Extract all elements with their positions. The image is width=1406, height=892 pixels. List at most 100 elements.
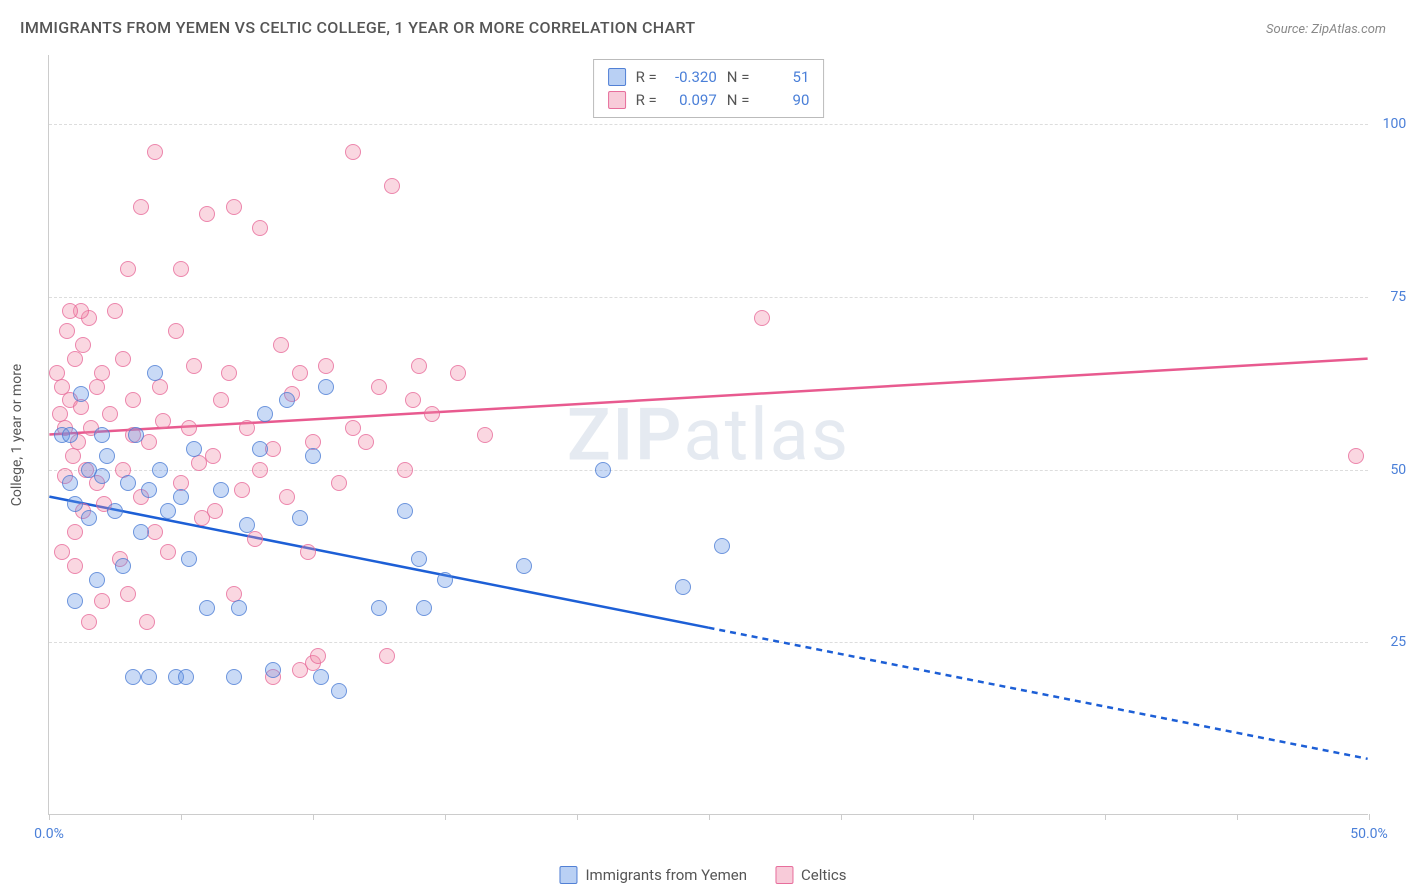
data-point xyxy=(173,489,189,505)
data-point xyxy=(345,144,361,160)
data-point xyxy=(411,551,427,567)
x-tick xyxy=(709,814,710,820)
data-point xyxy=(54,544,70,560)
data-point xyxy=(152,462,168,478)
data-point xyxy=(115,351,131,367)
x-tick xyxy=(973,814,974,820)
y-tick-label: 75.0% xyxy=(1373,289,1406,305)
data-point xyxy=(59,323,75,339)
data-point xyxy=(405,392,421,408)
data-point xyxy=(155,413,171,429)
data-point xyxy=(67,558,83,574)
data-point xyxy=(437,572,453,588)
data-point xyxy=(292,662,308,678)
data-point xyxy=(675,579,691,595)
data-point xyxy=(147,144,163,160)
data-point xyxy=(305,448,321,464)
swatch-pink-icon xyxy=(775,866,793,884)
data-point xyxy=(239,420,255,436)
x-tick xyxy=(1105,814,1106,820)
data-point xyxy=(595,462,611,478)
gridline-h xyxy=(49,124,1368,125)
n-label: N = xyxy=(727,89,750,112)
data-point xyxy=(379,648,395,664)
data-point xyxy=(186,358,202,374)
data-point xyxy=(279,392,295,408)
swatch-pink-icon xyxy=(608,91,626,109)
source-attribution: Source: ZipAtlas.com xyxy=(1266,22,1386,37)
data-point xyxy=(191,455,207,471)
data-point xyxy=(247,531,263,547)
data-point xyxy=(181,551,197,567)
data-point xyxy=(141,669,157,685)
data-point xyxy=(160,544,176,560)
data-point xyxy=(81,614,97,630)
data-point xyxy=(128,427,144,443)
data-point xyxy=(168,323,184,339)
data-point xyxy=(207,503,223,519)
data-point xyxy=(199,206,215,222)
swatch-blue-icon xyxy=(608,68,626,86)
data-point xyxy=(75,337,91,353)
data-point xyxy=(152,379,168,395)
data-point xyxy=(94,427,110,443)
data-point xyxy=(62,427,78,443)
data-point xyxy=(754,310,770,326)
data-point xyxy=(397,462,413,478)
data-point xyxy=(107,503,123,519)
legend-item-celtics: Celtics xyxy=(775,866,847,884)
data-point xyxy=(213,392,229,408)
n-label: N = xyxy=(727,66,750,89)
data-point xyxy=(186,441,202,457)
r-label: R = xyxy=(636,66,657,89)
legend-label-celtics: Celtics xyxy=(801,866,847,884)
data-point xyxy=(141,482,157,498)
data-point xyxy=(102,406,118,422)
data-point xyxy=(265,662,281,678)
data-point xyxy=(81,462,97,478)
data-point xyxy=(125,392,141,408)
data-point xyxy=(120,586,136,602)
x-tick xyxy=(313,814,314,820)
data-point xyxy=(73,386,89,402)
data-point xyxy=(416,600,432,616)
gridline-h xyxy=(49,470,1368,471)
data-point xyxy=(231,600,247,616)
data-point xyxy=(147,365,163,381)
data-point xyxy=(221,365,237,381)
data-point xyxy=(173,261,189,277)
data-point xyxy=(477,427,493,443)
data-point xyxy=(292,510,308,526)
data-point xyxy=(345,420,361,436)
data-point xyxy=(384,178,400,194)
data-point xyxy=(181,420,197,436)
data-point xyxy=(257,406,273,422)
data-point xyxy=(199,600,215,616)
r-label: R = xyxy=(636,89,657,112)
data-point xyxy=(67,496,83,512)
data-point xyxy=(67,351,83,367)
data-point xyxy=(1348,448,1364,464)
gridline-h xyxy=(49,642,1368,643)
x-tick xyxy=(577,814,578,820)
watermark-prefix: ZIP xyxy=(567,392,683,477)
data-point xyxy=(331,683,347,699)
data-point xyxy=(160,503,176,519)
n-value-yemen: 51 xyxy=(759,66,809,89)
x-tick-label: 0.0% xyxy=(34,826,64,842)
data-point xyxy=(397,503,413,519)
data-point xyxy=(67,593,83,609)
x-tick xyxy=(841,814,842,820)
data-point xyxy=(226,669,242,685)
x-tick xyxy=(1369,814,1370,820)
data-point xyxy=(279,489,295,505)
swatch-blue-icon xyxy=(559,866,577,884)
data-point xyxy=(252,462,268,478)
data-point xyxy=(292,365,308,381)
x-tick-label: 50.0% xyxy=(1350,826,1388,842)
data-point xyxy=(89,379,105,395)
data-point xyxy=(120,261,136,277)
data-point xyxy=(318,379,334,395)
data-point xyxy=(450,365,466,381)
data-point xyxy=(62,303,78,319)
